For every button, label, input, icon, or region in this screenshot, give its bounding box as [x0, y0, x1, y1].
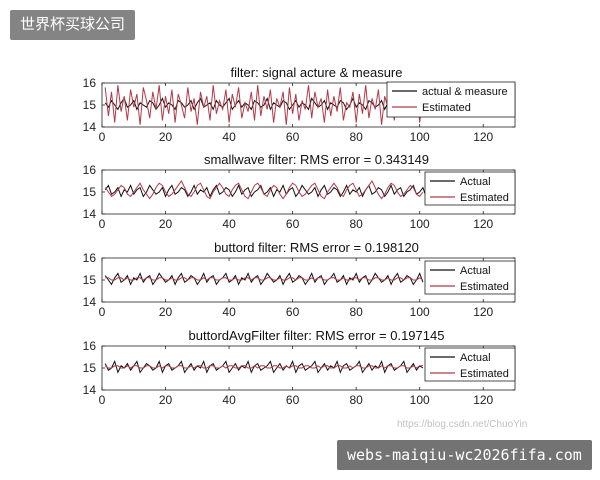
- x-tick-label: 60: [286, 305, 300, 319]
- x-tick-label: 40: [222, 217, 236, 231]
- x-tick-label: 20: [159, 217, 173, 231]
- legend-box: [424, 171, 516, 206]
- series-line-estimated: [104, 365, 423, 369]
- legend-label: Estimated: [460, 368, 509, 380]
- subplot-2: 0 20 40 60 80 100 120 14 15 16 smallwave filter: R…: [83, 152, 516, 231]
- x-tick-label: 80: [349, 305, 363, 319]
- legend: Actual Estimated: [424, 171, 516, 206]
- x-tick-label: 0: [99, 130, 106, 144]
- x-tick-label: 120: [473, 393, 493, 407]
- x-tick-label: 40: [222, 305, 236, 319]
- site-label-bottom: webs-maiqiu-wc2026fifa.com: [337, 440, 592, 470]
- legend: Actual Estimated: [424, 260, 516, 295]
- y-tick-label: 15: [83, 98, 97, 112]
- y-tick-label: 16: [83, 339, 97, 353]
- x-tick-label: 100: [410, 305, 430, 319]
- y-tick-label: 16: [83, 251, 97, 265]
- legend-label: actual & measure: [422, 86, 508, 98]
- x-tick-label: 60: [286, 217, 300, 231]
- x-tick-label: 20: [159, 130, 173, 144]
- legend-box: [424, 260, 516, 295]
- y-tick-label: 16: [83, 163, 97, 177]
- subplot-title: buttord filter: RMS error = 0.198120: [214, 240, 419, 255]
- legend: Actual Estimated: [424, 347, 516, 382]
- y-tick-label: 16: [83, 76, 97, 90]
- x-tick-label: 80: [349, 217, 363, 231]
- x-tick-label: 60: [286, 393, 300, 407]
- legend-box: [386, 81, 516, 118]
- x-tick-label: 100: [410, 130, 430, 144]
- y-tick-label: 15: [83, 185, 97, 199]
- y-tick-label: 14: [83, 120, 97, 134]
- subplot-4: 0 20 40 60 80 100 120 14 15 16 buttordAvgFilter fi…: [83, 328, 516, 407]
- x-tick-label: 40: [222, 130, 236, 144]
- subplot-1: 0 20 40 60 80 100 120 14 15 16 filter: signal actu…: [83, 65, 516, 144]
- series-line-estimated: [104, 85, 430, 125]
- series-line-estimated: [105, 277, 424, 281]
- legend-box: [424, 347, 516, 382]
- x-tick-label: 0: [99, 393, 106, 407]
- x-tick-label: 20: [159, 305, 173, 319]
- x-tick-label: 120: [473, 130, 493, 144]
- subplot-3: 0 20 40 60 80 100 120 14 15 16 buttord filter: RMS…: [83, 240, 516, 319]
- subplot-title: filter: signal acture & measure: [231, 65, 403, 80]
- legend: actual & measure Estimated: [386, 81, 516, 118]
- y-tick-label: 14: [83, 207, 97, 221]
- watermark-url: https://blog.csdn.net/ChuoYin: [397, 419, 528, 430]
- x-tick-label: 120: [473, 305, 493, 319]
- legend-label: Actual: [460, 265, 491, 277]
- x-tick-label: 120: [473, 217, 493, 231]
- x-tick-label: 100: [410, 217, 430, 231]
- x-tick-label: 40: [222, 393, 236, 407]
- x-tick-label: 20: [159, 393, 173, 407]
- legend-label: Estimated: [460, 281, 509, 293]
- y-tick-label: 15: [83, 273, 97, 287]
- legend-label: Estimated: [422, 102, 471, 114]
- x-tick-label: 80: [349, 393, 363, 407]
- x-tick-label: 100: [410, 393, 430, 407]
- y-tick-label: 14: [83, 295, 97, 309]
- site-label-top: 世界杯买球公司: [10, 10, 136, 40]
- y-tick-label: 15: [83, 361, 97, 375]
- x-tick-label: 0: [99, 305, 106, 319]
- x-tick-label: 60: [286, 130, 300, 144]
- series-line-estimated: [104, 180, 424, 200]
- subplot-title: smallwave filter: RMS error = 0.343149: [204, 152, 429, 167]
- y-tick-label: 14: [83, 383, 97, 397]
- subplot-title: buttordAvgFilter filter: RMS error = 0.1…: [189, 328, 445, 343]
- legend-label: Estimated: [460, 192, 509, 204]
- legend-label: Actual: [460, 176, 491, 188]
- x-tick-label: 80: [349, 130, 363, 144]
- legend-label: Actual: [460, 352, 491, 364]
- series-line-actual: [104, 184, 430, 198]
- x-tick-label: 0: [99, 217, 106, 231]
